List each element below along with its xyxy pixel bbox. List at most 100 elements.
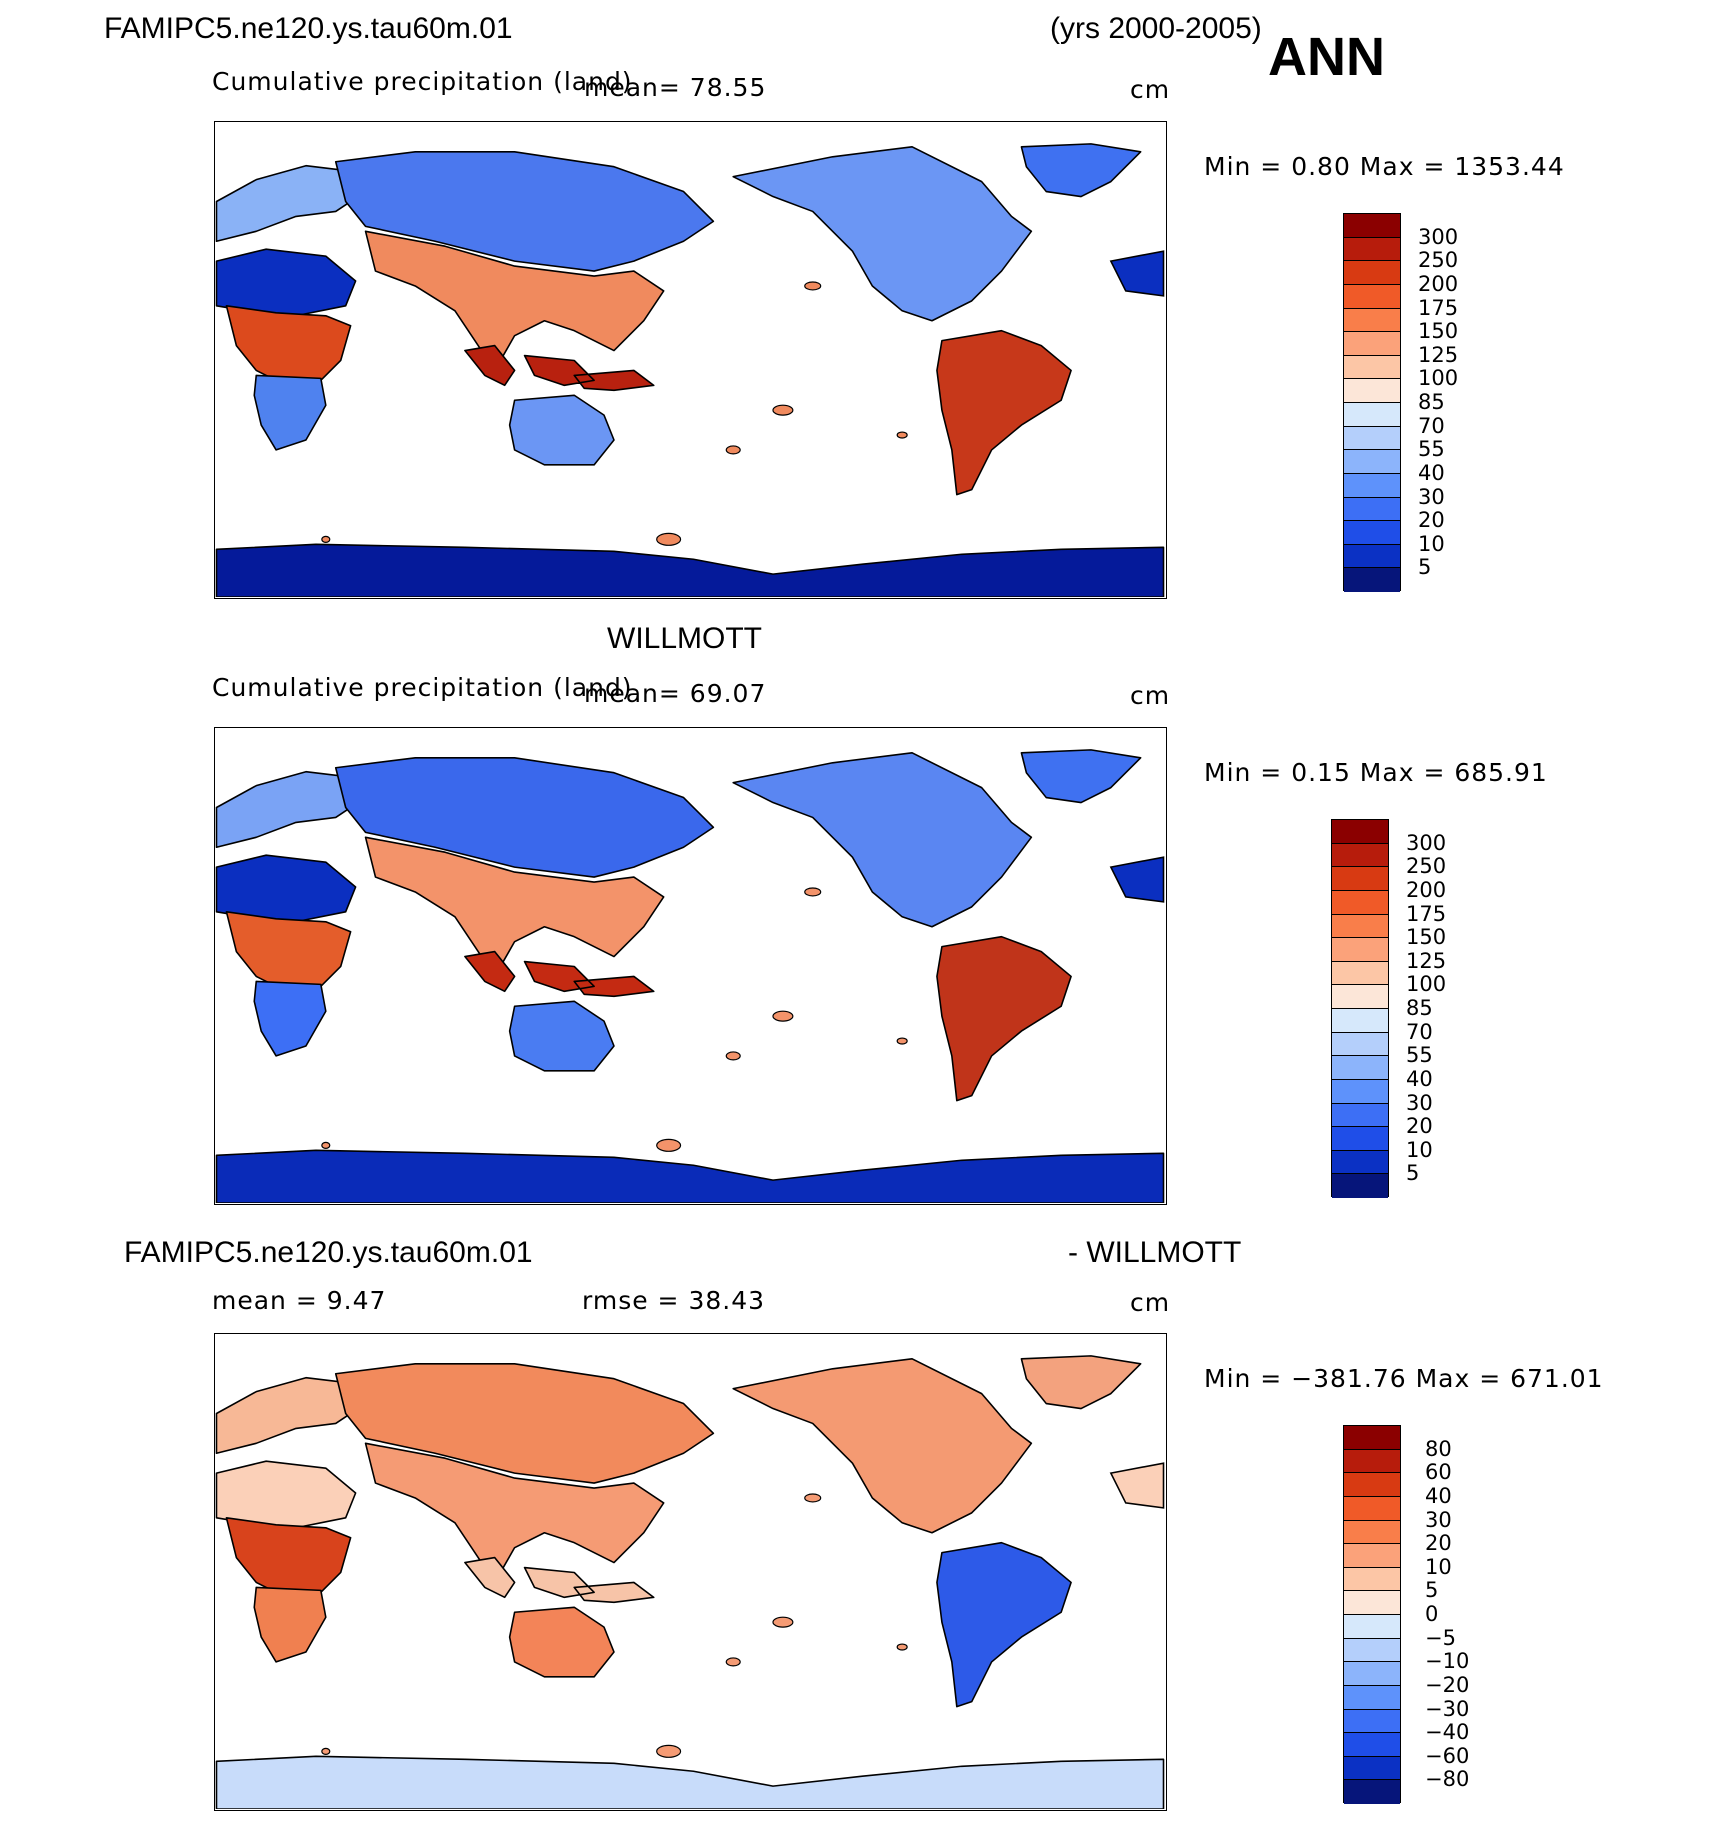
colorbar-swatch [1344, 1591, 1400, 1615]
panel2-map [214, 727, 1167, 1205]
panel3-units: cm [1130, 1288, 1171, 1317]
region-greenland [1020, 749, 1142, 804]
colorbar-swatch [1344, 1473, 1400, 1497]
colorbar-swatch [1344, 1449, 1400, 1474]
island [804, 887, 822, 897]
panel1-units: cm [1130, 75, 1171, 104]
colorbar-tick-label: 200 [1406, 877, 1447, 902]
colorbar-tick-label: 40 [1425, 1483, 1452, 1508]
panel3-map [214, 1333, 1167, 1811]
colorbar-swatch [1344, 1662, 1400, 1686]
colorbar-tick-label: 40 [1406, 1066, 1433, 1091]
colorbar-swatch [1344, 521, 1400, 545]
panel3-title-right: - WILLMOTT [1068, 1236, 1242, 1269]
case-name: FAMIPC5.ne120.ys.tau60m.01 [104, 12, 513, 45]
colorbar-tick-label: 300 [1418, 224, 1459, 249]
colorbar-swatch [1344, 1544, 1400, 1568]
colorbar-swatch [1344, 1426, 1400, 1450]
colorbar-tick-label: 0 [1425, 1602, 1439, 1626]
colorbar-swatch [1332, 1032, 1388, 1057]
colorbar-tick-label: −40 [1425, 1720, 1470, 1745]
region-antarctica [215, 1755, 1165, 1809]
colorbar-swatch [1332, 890, 1388, 915]
panel3-rmse: rmse = 38.43 [582, 1286, 766, 1315]
colorbar-tick-label: 30 [1425, 1507, 1452, 1532]
region-asia-south [364, 1442, 665, 1584]
colorbar-tick-label: 5 [1406, 1161, 1420, 1186]
colorbar-swatch [1344, 1780, 1400, 1804]
island [804, 281, 822, 291]
region-africa-south [253, 374, 327, 451]
colorbar-swatch [1344, 332, 1400, 356]
colorbar-swatch [1344, 450, 1400, 474]
colorbar-tick-label: −5 [1425, 1625, 1456, 1650]
colorbar-swatch [1344, 1638, 1400, 1663]
region-africa-wrap [1109, 250, 1165, 297]
colorbar-tick-label: 10 [1418, 531, 1445, 556]
colorbar-swatch [1332, 1079, 1388, 1104]
colorbar-swatch [1344, 473, 1400, 498]
colorbar-tick-label: 150 [1418, 319, 1459, 344]
island [656, 1744, 682, 1758]
colorbar-tick-label: −10 [1425, 1649, 1470, 1674]
map-canvas [215, 1355, 1165, 1809]
colorbar-swatch [1344, 355, 1400, 380]
region-south-america [936, 1541, 1072, 1708]
colorbar-swatch [1344, 214, 1400, 238]
region-africa-central [225, 1517, 352, 1599]
colorbar-tick-label: 250 [1406, 854, 1447, 879]
region-asia-north [334, 757, 715, 878]
island [321, 1141, 331, 1149]
colorbar-tick-label: 10 [1406, 1137, 1433, 1162]
colorbar-swatch [1344, 1685, 1400, 1710]
colorbar-swatch [1332, 961, 1388, 986]
colorbar-tick-label: 20 [1418, 508, 1445, 533]
colorbar-tick-label: 125 [1418, 342, 1459, 367]
colorbar-swatch [1332, 985, 1388, 1009]
panel1-map [214, 121, 1167, 599]
panel2-title: WILLMOTT [607, 622, 762, 655]
colorbar-swatch [1332, 1174, 1388, 1198]
map-canvas [215, 749, 1165, 1203]
colorbar-tick-label: 55 [1406, 1043, 1433, 1068]
colorbar-swatch [1344, 544, 1400, 569]
colorbar-tick-label: 5 [1418, 555, 1432, 580]
colorbar-swatch [1332, 1103, 1388, 1128]
colorbar-tick-label: 85 [1406, 996, 1433, 1020]
region-se-asia [464, 950, 655, 998]
region-africa-north [215, 248, 357, 317]
colorbar-swatch [1344, 1709, 1400, 1734]
colorbar-tick-label: 30 [1406, 1090, 1433, 1115]
region-north-america [732, 146, 1033, 322]
colorbar-swatch [1332, 1150, 1388, 1175]
region-africa-central [225, 911, 352, 993]
colorbar-tick-label: 30 [1418, 484, 1445, 509]
island [656, 532, 682, 546]
colorbar-swatch [1344, 1520, 1400, 1545]
island [725, 445, 741, 455]
colorbar-swatch [1332, 1009, 1388, 1033]
season-label: ANN [1268, 27, 1385, 87]
region-greenland [1020, 143, 1142, 198]
region-asia-south [364, 836, 665, 978]
colorbar-swatch [1332, 1056, 1388, 1080]
map-canvas [215, 143, 1165, 597]
region-north-america [732, 1358, 1033, 1534]
colorbar-tick-label: 150 [1406, 925, 1447, 950]
colorbar-swatch [1344, 1496, 1400, 1521]
colorbar-swatch [1332, 843, 1388, 868]
panel2-minmax: Min = 0.15 Max = 685.91 [1204, 758, 1548, 787]
colorbar-swatch [1332, 1127, 1388, 1151]
colorbar-tick-label: 5 [1425, 1578, 1439, 1603]
region-se-asia [464, 344, 655, 392]
colorbar-swatch [1332, 914, 1388, 939]
island [772, 1010, 794, 1022]
region-africa-south [253, 980, 327, 1057]
region-africa-north [215, 854, 357, 923]
region-antarctica [215, 1149, 1165, 1203]
colorbar-tick-label: 70 [1406, 1019, 1433, 1044]
colorbar-tick-label: 20 [1425, 1531, 1452, 1556]
panel2-variable-label: Cumulative precipitation (land) [212, 673, 633, 702]
island [896, 431, 908, 439]
panel3-title-left: FAMIPC5.ne120.ys.tau60m.01 [124, 1236, 533, 1269]
